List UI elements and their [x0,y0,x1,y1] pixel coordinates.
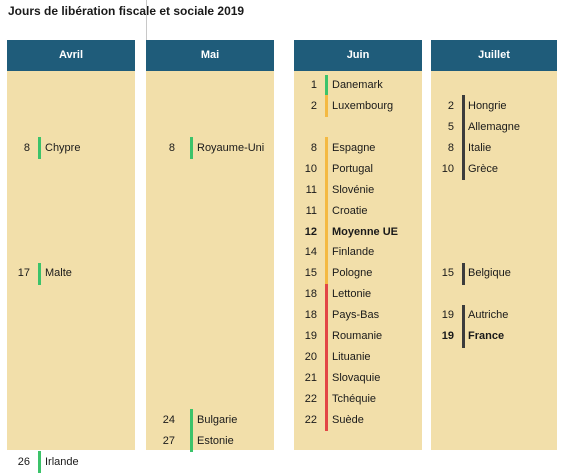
country-label: Luxembourg [332,99,394,112]
day-label: 24 [162,413,175,426]
country-label: Estonie [197,434,234,447]
country-marker-dark [462,304,465,327]
day-label: 18 [304,288,317,301]
month-column-3: Juillet [431,40,557,450]
day-label: 11 [305,183,317,196]
country-marker-red [325,346,328,369]
country-marker-orange [325,137,328,160]
country-marker-dark [462,325,465,348]
month-column-2: Juin [294,40,422,450]
country-marker-orange [325,158,328,181]
country-label: Suède [332,413,364,426]
country-label: Lituanie [332,351,371,364]
day-label: 17 [17,267,30,280]
day-label: 15 [304,267,317,280]
day-label: 27 [162,434,175,447]
day-label: 2 [447,99,454,112]
country-marker-green [190,409,193,432]
country-label: Allemagne [468,120,520,133]
country-label: Hongrie [468,99,507,112]
day-label: 21 [304,372,317,385]
country-marker-red [325,367,328,390]
country-marker-green [325,74,328,97]
country-label: Moyenne UE [332,225,399,238]
country-marker-orange [325,200,328,222]
country-label: Chypre [45,141,81,154]
country-label: Croatie [332,204,368,217]
country-label: Danemark [332,79,383,91]
day-label: 8 [447,141,454,154]
country-label: Tchéquie [332,392,377,405]
country-label: Belgique [468,267,511,280]
country-marker-green [190,137,193,160]
country-marker-orange [325,241,328,264]
day-label: 8 [168,141,175,154]
country-marker-dark [462,262,465,285]
country-marker-orange [325,95,328,118]
chart-title: Jours de libération fiscale et sociale 2… [8,4,245,18]
country-marker-orange [325,262,328,285]
day-label: 8 [310,141,317,154]
day-label: 12 [304,225,317,238]
country-marker-red [325,409,328,432]
divider-line [146,0,147,40]
country-label: Lettonie [332,288,372,301]
day-label: 15 [441,267,454,280]
country-label: Portugal [332,162,373,175]
country-label: France [468,330,505,343]
country-label: Finlande [332,246,375,259]
month-header: Mai [146,40,274,71]
country-marker-green [38,451,41,473]
country-label: Pays-Bas [332,309,380,322]
country-marker-orange [325,221,328,243]
day-label: 8 [23,141,30,154]
country-marker-red [325,388,328,411]
country-marker-green [190,430,193,453]
country-label: Slovénie [332,183,375,196]
day-label: 18 [304,309,317,322]
day-label: 20 [304,351,317,364]
country-label: Espagne [332,141,376,154]
country-label: Irlande [45,455,79,468]
day-label: 10 [304,162,317,175]
month-header: Avril [7,40,135,71]
country-marker-red [325,325,328,348]
day-label: 14 [304,246,317,259]
day-label: 26 [17,455,30,468]
day-label: 11 [305,204,317,217]
country-marker-orange [325,179,328,202]
country-marker-dark [462,137,465,160]
day-label: 10 [441,162,454,175]
country-marker-green [38,137,41,160]
month-header: Juillet [431,40,557,71]
day-label: 1 [310,79,317,91]
country-marker-red [325,304,328,327]
day-label: 19 [441,309,454,322]
country-label: Malte [45,267,72,280]
month-column-1: Mai [146,40,274,450]
day-label: 22 [304,413,317,426]
country-label: Pologne [332,267,373,280]
country-label: Royaume-Uni [197,141,265,154]
day-label: 5 [447,120,454,133]
country-label: Autriche [468,309,509,322]
country-marker-green [38,262,41,285]
country-label: Bulgarie [197,413,238,426]
country-marker-red [325,283,328,306]
day-label: 19 [441,330,454,343]
country-label: Grèce [468,162,498,175]
country-marker-dark [462,116,465,139]
country-marker-dark [462,95,465,118]
day-label: 22 [304,392,317,405]
country-label: Roumanie [332,330,383,343]
country-label: Slovaquie [332,372,381,385]
month-header: Juin [294,40,422,71]
day-label: 19 [304,330,317,343]
country-marker-dark [462,158,465,181]
country-label: Italie [468,141,492,154]
month-column-0: Avril [7,40,135,450]
day-label: 2 [310,99,317,112]
